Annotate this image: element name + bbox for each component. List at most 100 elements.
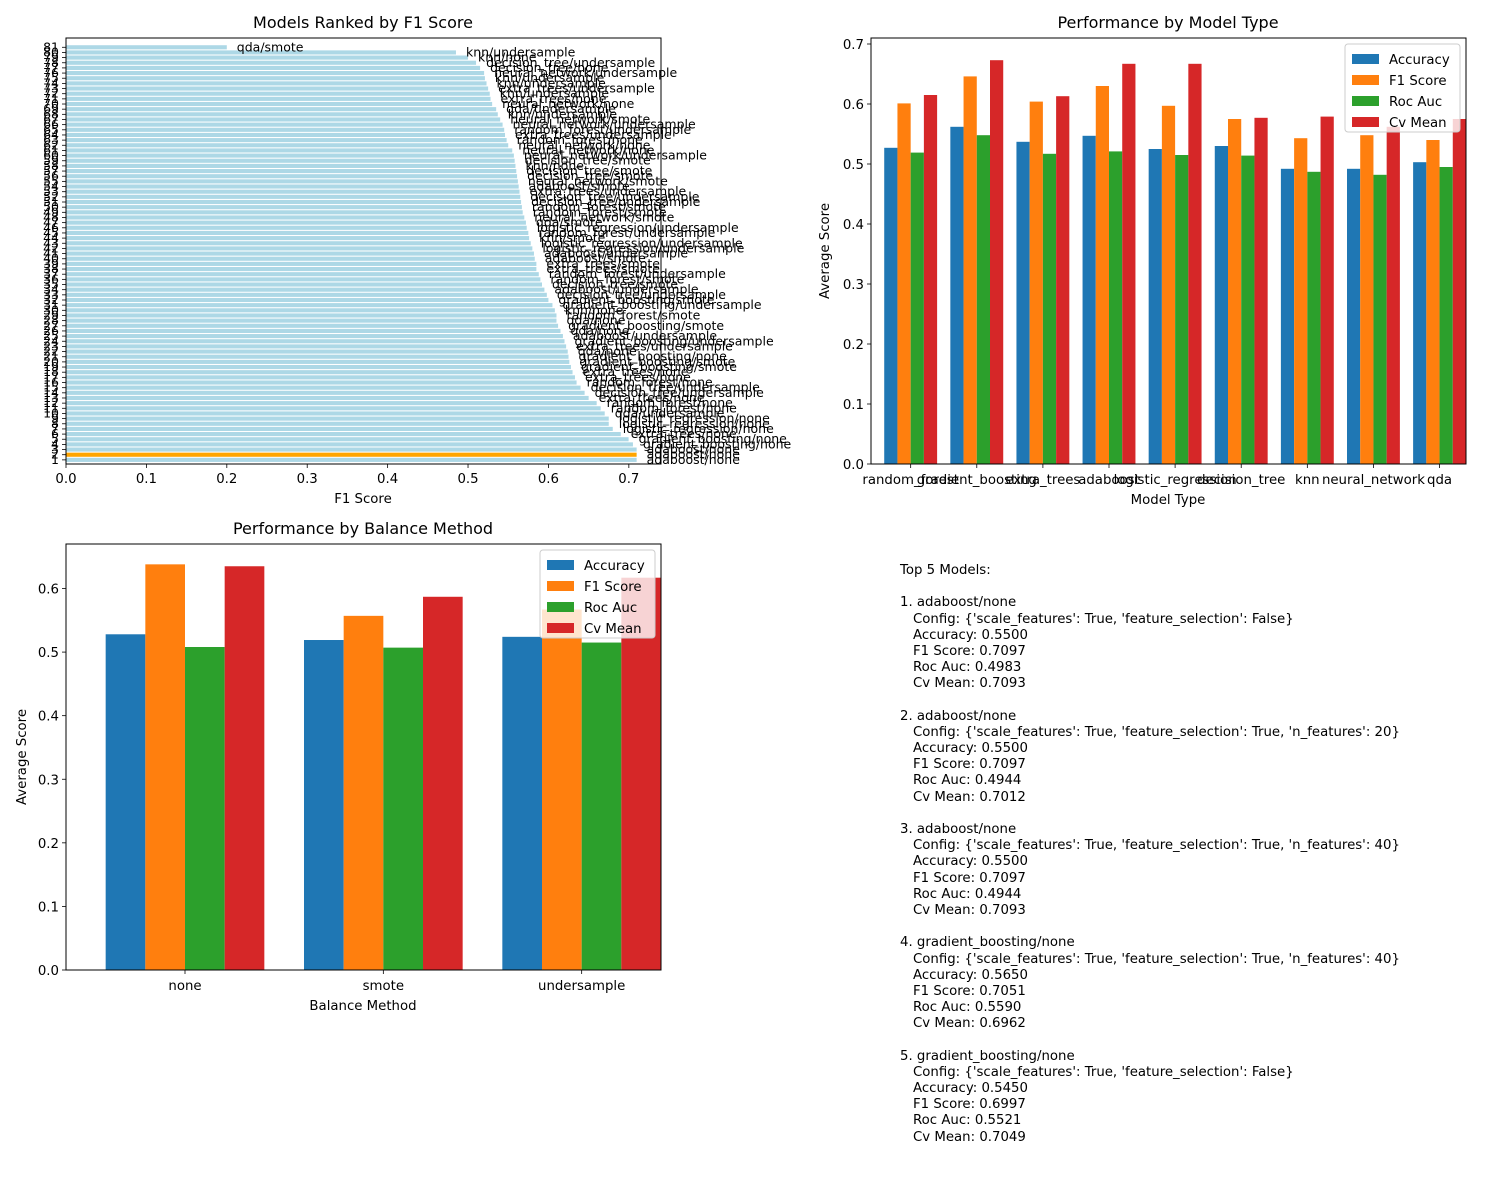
summary-model-config: Config: {'scale_features': True, 'featur… bbox=[913, 951, 1400, 967]
p2-bar bbox=[1122, 63, 1136, 465]
ranking-ytick-label: 58 bbox=[43, 158, 59, 173]
ranking-bar bbox=[66, 416, 609, 421]
ranking-ytick-label: 56 bbox=[43, 168, 59, 183]
ranking-ytick-label: 15 bbox=[43, 380, 59, 395]
ranking-bar-label: adaboost/none bbox=[647, 442, 741, 457]
ranking-bar-label: knn/undersample bbox=[500, 86, 610, 101]
ranking-bar-label: neural_network/none bbox=[518, 137, 651, 152]
p2-bar bbox=[1175, 155, 1189, 464]
ranking-bar bbox=[66, 236, 530, 241]
ranking-ytick-label: 9 bbox=[51, 411, 59, 426]
p2-xtick-label: extra_trees bbox=[1005, 473, 1080, 488]
summary-model: 3. adaboost/none Config: {'scale_feature… bbox=[900, 822, 1480, 935]
summary-model: 2. adaboost/none Config: {'scale_feature… bbox=[900, 709, 1480, 822]
p2-ytick-label: 0.3 bbox=[843, 278, 864, 293]
ranking-bar bbox=[66, 101, 493, 107]
p2-xtick-label: decision_tree bbox=[1197, 473, 1285, 488]
p3-legend-box bbox=[539, 549, 656, 639]
p3-ytick-label: 0.0 bbox=[38, 964, 59, 979]
ranking-ytick-label: 17 bbox=[43, 369, 59, 384]
ranking-bar-label: extra_trees/undersample bbox=[576, 338, 733, 353]
ranking-xtick-label: 0.5 bbox=[457, 472, 478, 487]
summary-model: 1. adaboost/none Config: {'scale_feature… bbox=[900, 595, 1480, 708]
ranking-bar bbox=[66, 323, 559, 328]
ranking-ytick-label: 47 bbox=[43, 215, 59, 230]
summary-model-f1: F1 Score: 0.7051 bbox=[913, 983, 1026, 999]
ranking-bar bbox=[66, 205, 522, 210]
top-models-summary: Top 5 Models: 1. adaboost/none Config: {… bbox=[900, 563, 1480, 1146]
ranking-bar bbox=[66, 303, 553, 308]
ranking-bar bbox=[66, 261, 537, 266]
p2-ytick-label: 0.7 bbox=[843, 38, 864, 53]
ranking-bar-label: decision_tree/undersample bbox=[591, 380, 760, 395]
ranking-bar bbox=[66, 215, 525, 220]
ranking-ytick-label: 54 bbox=[43, 179, 59, 194]
p2-ytick-label: 0.0 bbox=[843, 458, 864, 473]
ranking-bar bbox=[66, 256, 535, 261]
ranking-bar-label: adaboost/smote bbox=[529, 179, 630, 194]
p2-ytick-label: 0.5 bbox=[843, 158, 864, 173]
ranking-bar bbox=[66, 210, 523, 215]
p3-legend-label: Cv Mean bbox=[584, 622, 642, 637]
ranking-bar bbox=[66, 287, 545, 292]
ranking-xtick-label: 0.4 bbox=[377, 472, 398, 487]
ranking-bar-label: decision_tree/none bbox=[490, 60, 609, 75]
ranking-bar bbox=[66, 452, 637, 457]
ranking-ytick-label: 16 bbox=[43, 375, 59, 390]
p2-legend-swatch bbox=[1352, 75, 1379, 85]
ranking-ytick-label: 57 bbox=[43, 163, 59, 178]
ranking-bar-label: qda/undersample bbox=[615, 405, 725, 420]
p2-bar bbox=[1056, 96, 1070, 464]
ranking-ytick-label: 30 bbox=[43, 302, 59, 317]
ranking-bar-label: extra_trees/undersample bbox=[498, 81, 655, 96]
ranking-ytick-label: 45 bbox=[43, 225, 59, 240]
p2-legend-label: F1 Score bbox=[1389, 74, 1447, 89]
p3-bar bbox=[502, 636, 542, 970]
summary-model-config: Config: {'scale_features': True, 'featur… bbox=[913, 1064, 1294, 1080]
p2-bar bbox=[1241, 155, 1255, 464]
ranking-ytick-label: 44 bbox=[43, 230, 59, 245]
ranking-bar-label: logistic_regression/undersample bbox=[542, 240, 744, 255]
ranking-ytick-label: 75 bbox=[43, 70, 59, 85]
ranking-bar-label: decision_tree/undersample bbox=[531, 194, 700, 209]
ranking-ytick-label: 26 bbox=[43, 323, 59, 338]
ranking-bar-label: random_forest/none bbox=[607, 395, 733, 410]
ranking-bar-label: decision_tree/smote bbox=[552, 277, 678, 292]
model-type-chart-frame bbox=[870, 37, 1467, 465]
p2-bar bbox=[910, 152, 924, 464]
ranking-ytick-label: 71 bbox=[43, 91, 59, 106]
ranking-ytick-label: 23 bbox=[43, 338, 59, 353]
model-type-chart-ylabel: Average Score bbox=[818, 203, 833, 299]
summary-model-title: 1. adaboost/none bbox=[900, 595, 1017, 611]
p2-bar bbox=[1214, 146, 1228, 464]
ranking-ytick-label: 24 bbox=[43, 333, 59, 348]
ranking-bar-label: knn/none bbox=[525, 158, 584, 173]
summary-model-roc-auc: Roc Auc: 0.5590 bbox=[913, 1000, 1022, 1016]
summary-model-title: 4. gradient_boosting/none bbox=[900, 935, 1075, 951]
ranking-bar bbox=[66, 179, 518, 184]
ranking-ytick-label: 37 bbox=[43, 266, 59, 281]
ranking-ytick-label: 52 bbox=[43, 189, 59, 204]
ranking-bar-label: gradient_boosting/undersample bbox=[562, 297, 761, 312]
summary-model-f1: F1 Score: 0.7097 bbox=[913, 643, 1026, 659]
ranking-ytick-label: 25 bbox=[43, 328, 59, 343]
p2-bar bbox=[1386, 126, 1400, 465]
ranking-ytick-label: 20 bbox=[43, 354, 59, 369]
ranking-bar-label: extra_trees/undersample bbox=[529, 184, 686, 199]
ranking-bar bbox=[66, 313, 557, 318]
ranking-ytick-label: 28 bbox=[43, 313, 59, 328]
summary-model-title: 2. adaboost/none bbox=[900, 708, 1017, 724]
summary-model-roc-auc: Roc Auc: 0.5521 bbox=[913, 1113, 1022, 1129]
summary-model-cv-mean: Cv Mean: 0.6962 bbox=[913, 1016, 1026, 1032]
ranking-bar bbox=[66, 266, 537, 272]
ranking-bar bbox=[66, 395, 589, 401]
ranking-bar-label: gradient_boosting/smote bbox=[558, 292, 714, 307]
ranking-bar bbox=[66, 153, 514, 158]
ranking-bar bbox=[66, 432, 621, 437]
summary-model-config: Config: {'scale_features': True, 'featur… bbox=[913, 611, 1294, 627]
p2-legend-swatch bbox=[1352, 117, 1379, 127]
p2-bar bbox=[1148, 149, 1162, 464]
ranking-ytick-label: 76 bbox=[43, 65, 59, 80]
p3-ytick-label: 0.5 bbox=[38, 646, 59, 661]
